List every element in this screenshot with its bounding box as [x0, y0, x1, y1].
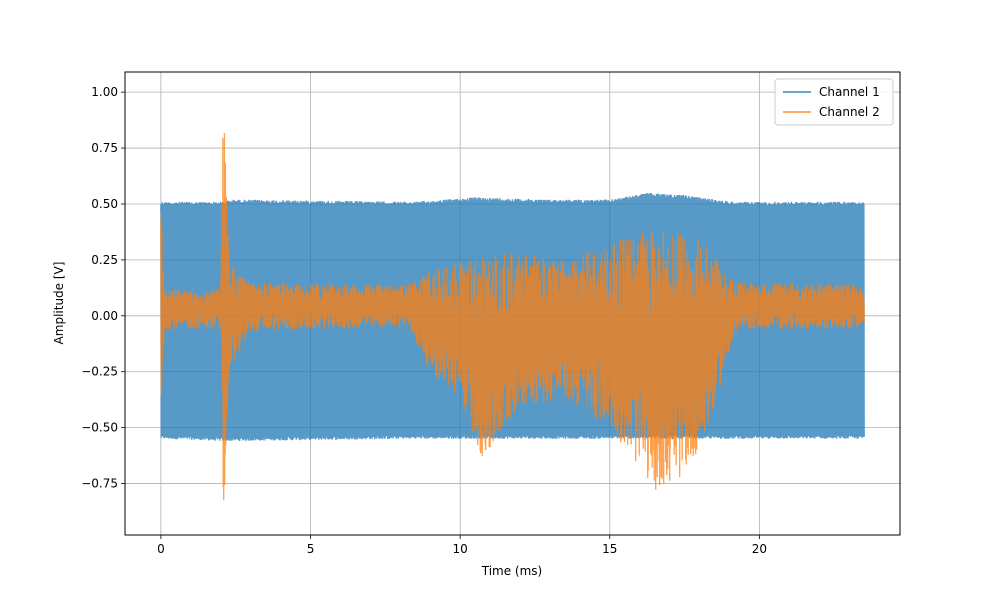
y-tick-label: 0.75: [91, 141, 118, 155]
y-tick-label: 1.00: [91, 85, 118, 99]
y-tick-label: −0.25: [81, 365, 118, 379]
legend-label: Channel 1: [819, 85, 880, 99]
plot-frame: [124, 71, 901, 536]
x-tick-label: 0: [157, 542, 165, 556]
x-tick-label: 20: [752, 542, 767, 556]
y-tick-label: 0.50: [91, 197, 118, 211]
y-tick-label: 0.25: [91, 253, 118, 267]
legend: Channel 1 Channel 2: [774, 78, 894, 126]
legend-box: [774, 78, 894, 126]
series-layer: [160, 132, 865, 500]
ticks: 0 5 10 15 20 −0.75 −0.50 −0.25 0.00 0.25 0.50 0.75 1…: [81, 85, 767, 556]
y-tick-label: −0.75: [81, 477, 118, 491]
x-axis-label: Time (ms): [481, 564, 543, 578]
y-axis-label: Amplitude [V]: [52, 262, 66, 345]
legend-label: Channel 2: [819, 105, 880, 119]
x-tick-label: 10: [452, 542, 467, 556]
y-tick-label: −0.50: [81, 421, 118, 435]
x-tick-label: 5: [307, 542, 315, 556]
y-tick-label: 0.00: [91, 309, 118, 323]
x-tick-label: 15: [602, 542, 617, 556]
series-line-2: [160, 132, 865, 500]
